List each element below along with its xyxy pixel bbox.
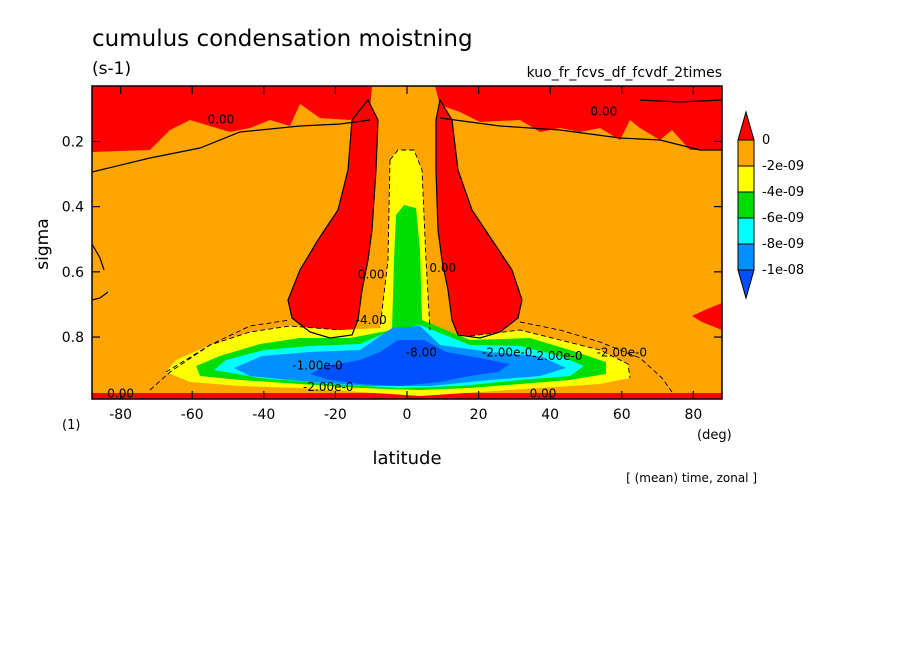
contour-left-column-outline	[287, 98, 379, 339]
x-unit-label: (deg)	[697, 428, 732, 443]
x-tick-label: -60	[181, 407, 204, 423]
contour-label: 0.00	[358, 267, 385, 281]
positive-region-left-column	[288, 100, 378, 338]
contour-line-left-edge	[91, 291, 109, 301]
experiment-label: kuo_fr_fcvs_df_fcvdf_2times	[527, 65, 722, 81]
x-tick-label: -80	[109, 407, 132, 423]
colorbar-top-arrow	[737, 110, 755, 141]
x-tick-label: 20	[470, 407, 488, 423]
contour-label: 0.00	[591, 104, 618, 118]
colorbar: 0 -2e-09 -4e-09 -6e-09 -8e-09 -1e-08	[737, 110, 804, 300]
contour-label: -2.00e-0	[482, 346, 532, 360]
contour-label: 0.00	[208, 112, 235, 126]
x-axis-title: latitude	[372, 448, 441, 469]
positive-region-top-band	[92, 86, 722, 152]
y-axis-title: sigma	[33, 218, 53, 269]
contour-dashed-center	[389, 149, 431, 331]
plot-area	[91, 86, 723, 399]
units-label: (s-1)	[92, 59, 131, 79]
contour-zero-line-upper	[91, 119, 371, 173]
axes: -80 -60 -40 -20 0 20 40 60 80 0.2 0.4 0.6 0.8	[62, 86, 722, 423]
y-tick-label: 0.2	[62, 134, 84, 150]
contour-lines	[91, 98, 723, 339]
y-tick-label: 0.6	[62, 265, 84, 281]
x-tick-label: 60	[613, 407, 631, 423]
colorbar-label: -4e-09	[762, 185, 804, 200]
contour-right-column-outline	[435, 98, 523, 339]
averaging-note: [ (mean) time, zonal ]	[626, 471, 757, 485]
y-unit-label: (1)	[62, 418, 80, 433]
colorbar-label: -1e-08	[762, 263, 804, 278]
colorbar-swatch	[737, 139, 755, 167]
chart-title: cumulus condensation moistning	[92, 26, 473, 52]
contour-line-far-left	[91, 243, 105, 271]
contour-dashed-inner	[165, 325, 631, 379]
colorbar-label: -2e-09	[762, 159, 804, 174]
contour-label: -2.00e-0	[303, 380, 353, 394]
colorbar-swatch	[737, 191, 755, 219]
contour-dashed-center-left	[379, 159, 391, 329]
positive-region-right-column	[436, 100, 522, 338]
contour-label: -2.00e-0	[597, 346, 647, 360]
contour-label: 0.00	[530, 386, 557, 400]
colorbar-bottom-arrow	[737, 269, 755, 300]
contour-lines-dashed	[149, 149, 673, 393]
x-tick-label: 0	[403, 407, 412, 423]
positive-region-right-edge	[692, 303, 722, 330]
colorbar-swatch	[737, 243, 755, 271]
y-tick-label: 0.4	[62, 200, 84, 216]
region-green	[196, 205, 606, 390]
colorbar-label: -6e-09	[762, 211, 804, 226]
contour-label: -2.00e-0	[532, 349, 582, 363]
contour-label: -4.00	[356, 313, 387, 327]
y-tick-label: 0.8	[62, 330, 84, 346]
colorbar-label: -8e-09	[762, 237, 804, 252]
x-tick-label: 40	[541, 407, 559, 423]
colorbar-swatch	[737, 217, 755, 245]
contour-label: -8.00	[406, 346, 437, 360]
x-tick-label: -20	[324, 407, 347, 423]
x-tick-label: -40	[252, 407, 275, 423]
contour-labels: 0.000.000.00 0.000.00 0.00-2.00e-0-2.00e-0…	[107, 104, 647, 400]
contour-label: -1.00e-0	[292, 359, 342, 373]
region-deep-blue	[310, 340, 510, 386]
contour-solid-line-top	[639, 99, 723, 103]
x-tick-label: 80	[684, 407, 702, 423]
contour-zero-line-upper-right	[439, 117, 722, 151]
contour-label: 0.00	[429, 261, 456, 275]
contour-label: 0.00	[107, 386, 134, 400]
colorbar-swatch	[737, 165, 755, 193]
colorbar-label: 0	[762, 133, 770, 148]
